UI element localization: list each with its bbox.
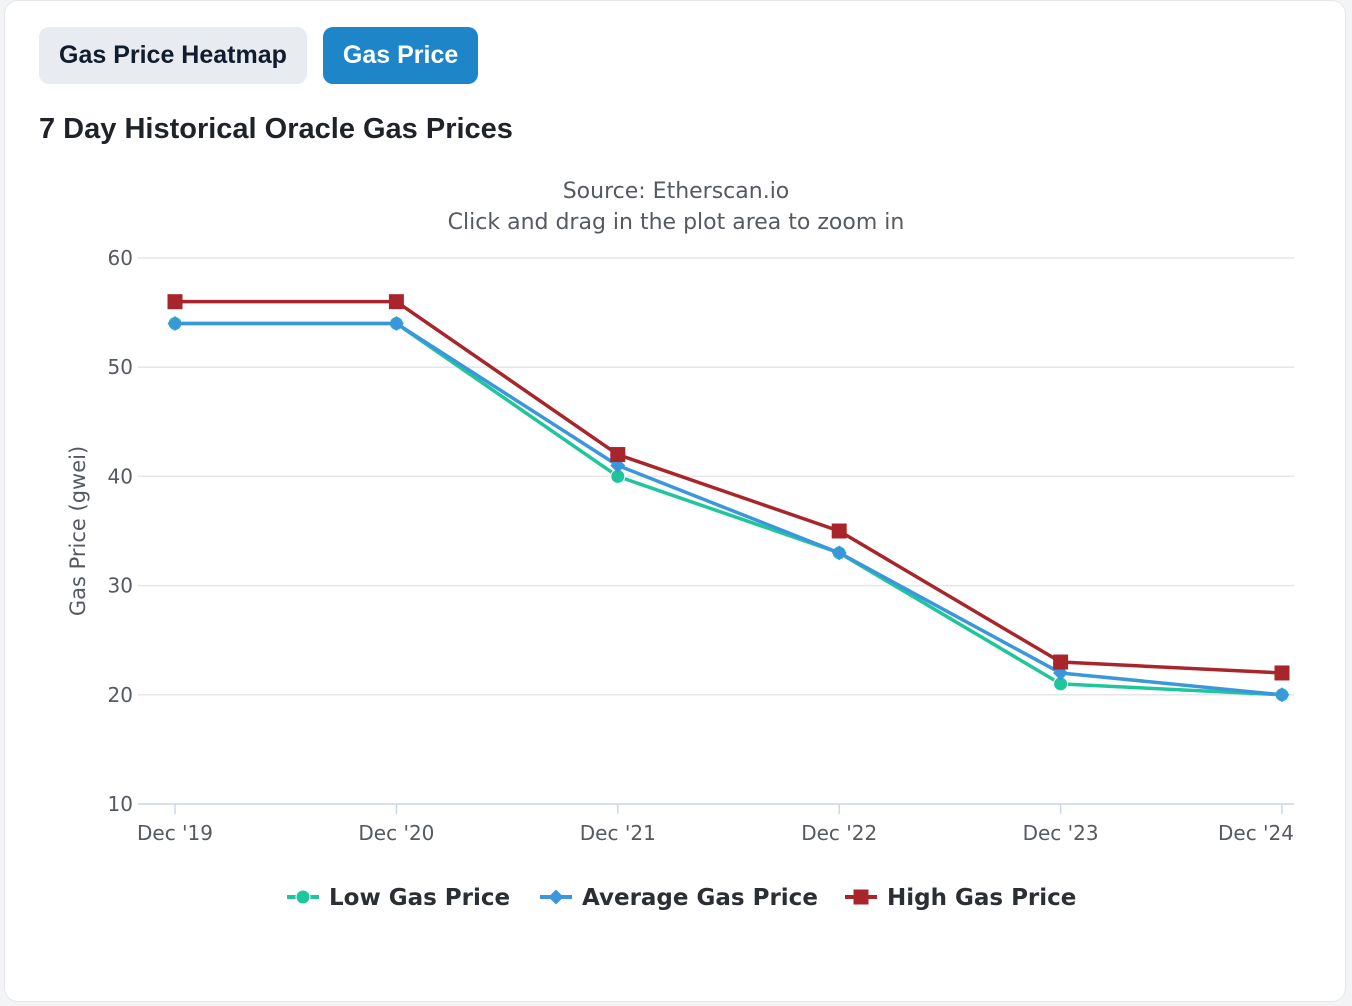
x-tick-label: Dec '23 bbox=[1023, 821, 1099, 845]
y-tick-label: 40 bbox=[108, 464, 133, 488]
legend-marker[interactable] bbox=[548, 889, 564, 905]
x-tick-label: Dec '19 bbox=[137, 821, 213, 845]
data-point[interactable] bbox=[1053, 654, 1069, 670]
x-tick-label: Dec '20 bbox=[358, 821, 434, 845]
y-tick-label: 20 bbox=[108, 683, 133, 707]
legend-label: High Gas Price bbox=[887, 885, 1076, 911]
chart-subtitle-source: Source: Etherscan.io bbox=[563, 179, 790, 204]
data-point[interactable] bbox=[831, 523, 847, 539]
series-average-gas-price bbox=[167, 316, 1290, 703]
data-point[interactable] bbox=[831, 545, 847, 561]
chart-card: Gas Price Heatmap Gas Price 7 Day Histor… bbox=[4, 0, 1346, 1002]
legend-marker[interactable] bbox=[853, 889, 869, 905]
data-point[interactable] bbox=[1274, 687, 1290, 703]
tab-gas-price-heatmap[interactable]: Gas Price Heatmap bbox=[39, 27, 307, 84]
x-axis-ticks: Dec '19 Dec '20 Dec '21 Dec '22 Dec '23 Dec '… bbox=[137, 804, 1294, 845]
x-tick-label: Dec '22 bbox=[801, 821, 877, 845]
series-line bbox=[175, 299, 1283, 675]
data-point[interactable] bbox=[167, 294, 183, 310]
grid-lines bbox=[138, 257, 1294, 696]
tab-bar: Gas Price Heatmap Gas Price bbox=[39, 27, 479, 84]
series-line bbox=[175, 321, 1283, 697]
data-point[interactable] bbox=[167, 316, 183, 332]
legend-label: Average Gas Price bbox=[582, 885, 818, 911]
y-tick-label: 50 bbox=[108, 355, 133, 379]
data-point[interactable] bbox=[610, 447, 626, 463]
tab-gas-price[interactable]: Gas Price bbox=[322, 27, 479, 84]
y-axis-ticks: 10 20 30 40 50 60 bbox=[108, 246, 133, 816]
legend: Low Gas Price Average Gas Price High Gas P… bbox=[287, 885, 1076, 911]
y-tick-label: 60 bbox=[108, 246, 133, 270]
y-tick-label: 30 bbox=[108, 574, 133, 598]
data-point[interactable] bbox=[1274, 665, 1290, 681]
chart-subtitle-hint: Click and drag in the plot area to zoom … bbox=[448, 210, 905, 235]
y-tick-label: 10 bbox=[108, 792, 133, 816]
series-high-gas-price bbox=[167, 294, 1290, 681]
legend-item[interactable]: Average Gas Price bbox=[540, 885, 818, 911]
legend-item[interactable]: High Gas Price bbox=[845, 885, 1076, 911]
data-point[interactable] bbox=[388, 294, 404, 310]
x-tick-label: Dec '21 bbox=[580, 821, 656, 845]
y-axis-title: Gas Price (gwei) bbox=[66, 446, 90, 616]
legend-label: Low Gas Price bbox=[329, 885, 510, 911]
series-layer bbox=[167, 294, 1290, 703]
section-title: 7 Day Historical Oracle Gas Prices bbox=[39, 113, 513, 145]
legend-marker[interactable] bbox=[295, 889, 311, 905]
x-tick-label: Dec '24 bbox=[1218, 821, 1294, 845]
legend-item[interactable]: Low Gas Price bbox=[287, 885, 510, 911]
data-point[interactable] bbox=[388, 316, 404, 332]
